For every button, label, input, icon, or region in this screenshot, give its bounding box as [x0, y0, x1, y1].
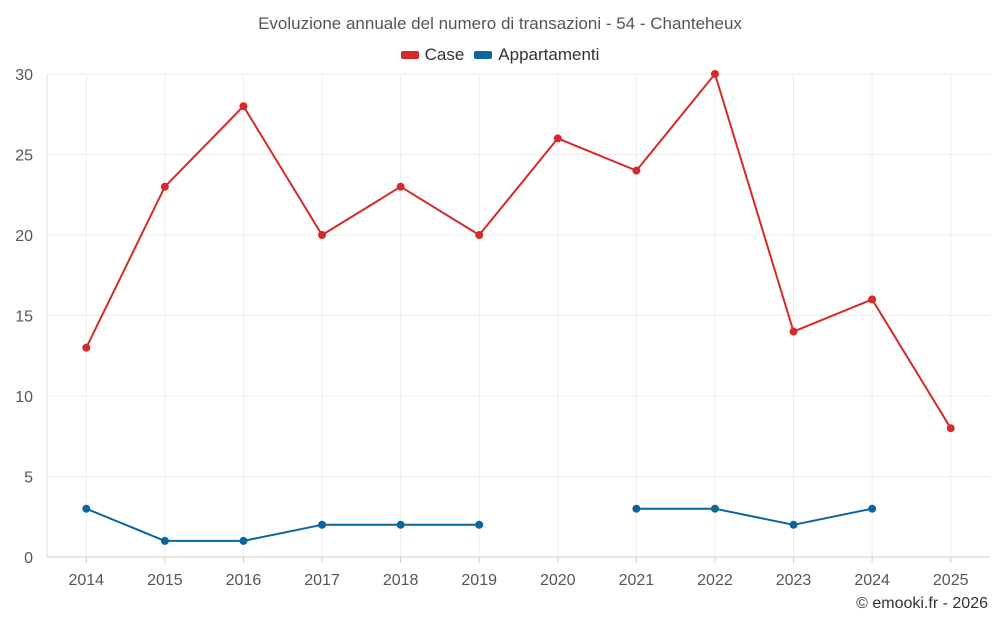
y-tick-label: 30 [15, 67, 33, 84]
series-line-appartamenti [85, 507, 480, 542]
legend-item-case[interactable]: Case [400, 45, 465, 65]
data-point-appartamenti [632, 504, 641, 513]
data-point-appartamenti [710, 504, 719, 513]
data-point-appartamenti [789, 520, 798, 529]
legend-swatch-appartamenti [474, 51, 493, 59]
data-point-case [632, 166, 641, 175]
legend-item-appartamenti[interactable]: Appartamenti [474, 45, 599, 65]
y-tick-label: 0 [24, 550, 33, 567]
data-point-case [868, 295, 877, 304]
data-point-case [789, 327, 798, 336]
x-tick-label: 2018 [383, 572, 419, 589]
chart-title: Evoluzione annuale del numero di transaz… [258, 14, 742, 33]
legend-label-case: Case [424, 45, 465, 64]
y-tick-label: 10 [15, 389, 33, 406]
x-tick-label: 2016 [226, 572, 262, 589]
data-point-appartamenti [475, 520, 484, 529]
data-point-case [396, 182, 405, 191]
y-tick-label: 25 [15, 148, 33, 165]
data-point-case [318, 231, 327, 239]
x-tick-label: 2024 [854, 572, 890, 589]
data-point-case [160, 182, 169, 191]
y-tick-label: 20 [15, 228, 33, 245]
x-tick-label: 2014 [68, 572, 104, 589]
data-point-case [239, 102, 248, 111]
x-tick-label: 2017 [304, 572, 340, 589]
x-tick-label: 2019 [461, 572, 497, 589]
data-point-appartamenti [82, 504, 91, 513]
x-tick-label: 2015 [147, 572, 183, 589]
credit-text: © emooki.fr - 2026 [856, 595, 988, 612]
x-tick-label: 2023 [776, 572, 812, 589]
y-tick-label: 5 [24, 470, 33, 487]
data-point-case [82, 343, 91, 352]
legend-label-appartamenti: Appartamenti [498, 45, 600, 64]
data-point-appartamenti [239, 536, 248, 545]
legend-swatch-case [400, 51, 419, 59]
chart-legend: Case Appartamenti [0, 45, 1000, 65]
data-point-case [475, 231, 484, 239]
series-line-case [85, 73, 952, 429]
series-line-appartamenti [636, 507, 873, 526]
x-tick-label: 2020 [540, 572, 576, 589]
data-point-case [553, 134, 562, 143]
data-point-case [710, 70, 719, 78]
data-point-case [946, 424, 955, 433]
data-point-appartamenti [396, 520, 405, 529]
x-tick-label: 2025 [933, 572, 969, 589]
data-point-appartamenti [160, 536, 169, 545]
data-point-appartamenti [868, 504, 877, 513]
data-point-appartamenti [318, 520, 327, 529]
x-tick-label: 2021 [619, 572, 655, 589]
x-tick-label: 2022 [697, 572, 733, 589]
y-tick-label: 15 [15, 309, 33, 326]
